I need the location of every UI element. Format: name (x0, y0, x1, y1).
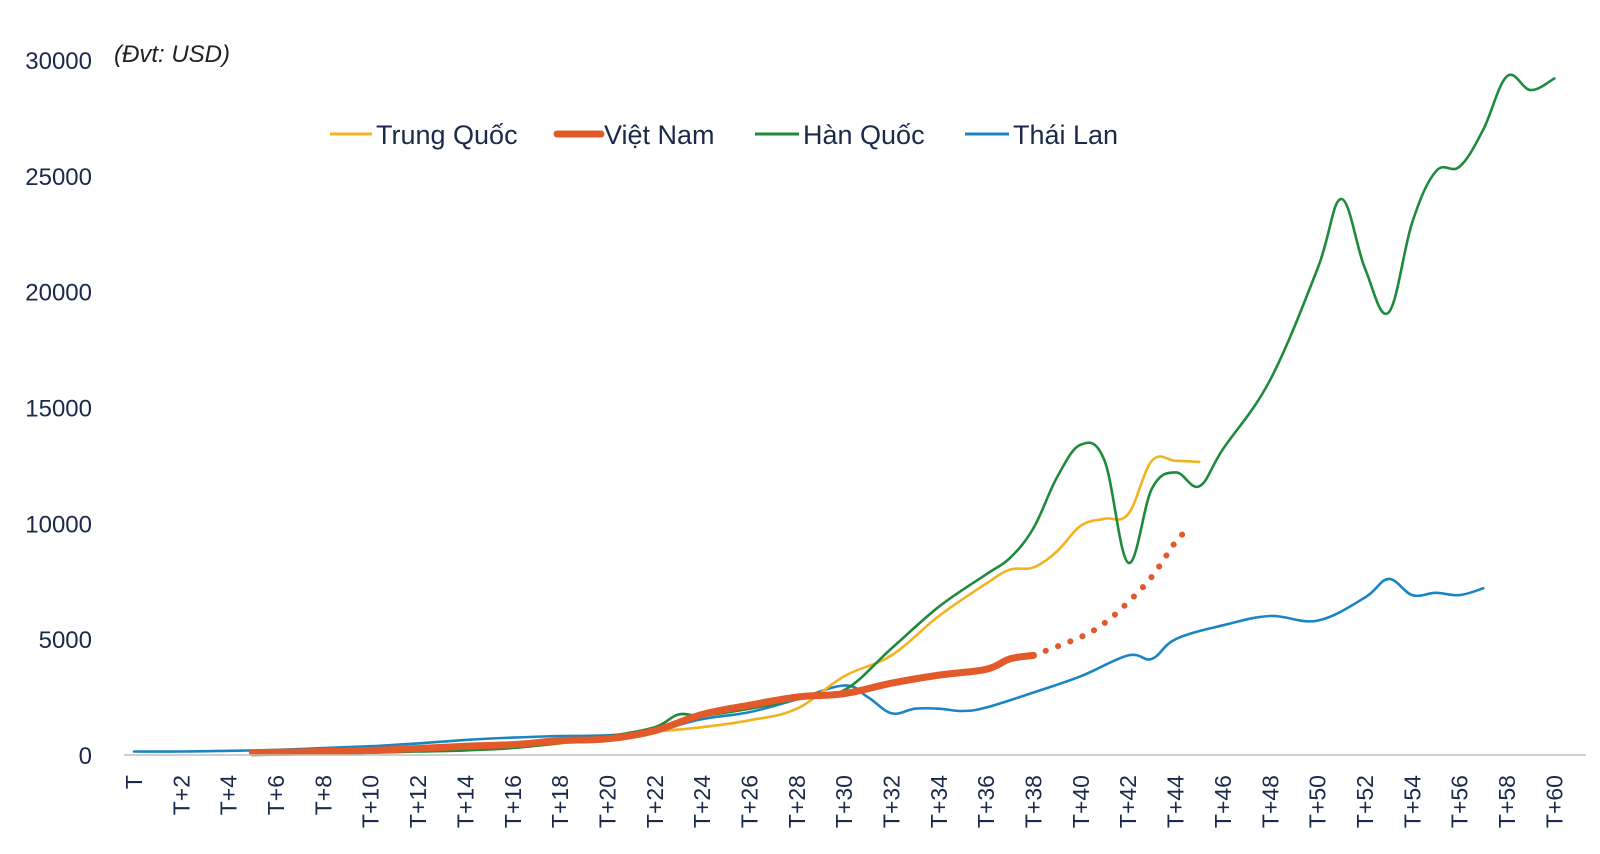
unit-label: (Đvt: USD) (114, 41, 230, 68)
x-tick-label: T+6 (263, 775, 289, 815)
x-tick-label: T+14 (452, 775, 478, 828)
x-tick-label: T+30 (831, 775, 857, 828)
x-tick-label: T+18 (547, 775, 573, 828)
x-tick-label: T+60 (1541, 775, 1567, 828)
x-tick-label: T+46 (1210, 775, 1236, 828)
y-tick-label: 0 (79, 743, 92, 770)
x-tick-label: T+42 (1115, 775, 1141, 828)
legend-item-thai-lan[interactable]: Thái Lan (965, 120, 1118, 150)
y-axis: 0 5000 10000 15000 20000 25000 30000 (25, 48, 92, 770)
x-tick-label: T+2 (168, 775, 194, 815)
x-tick-label: T+16 (500, 775, 526, 828)
x-tick-label: T+32 (879, 775, 905, 828)
x-tick-label: T+44 (1163, 775, 1189, 828)
legend-item-han-quoc[interactable]: Hàn Quốc (755, 120, 925, 150)
x-tick-label: T+50 (1305, 775, 1331, 828)
legend-label-trung-quoc: Trung Quốc (376, 120, 518, 150)
y-tick-label: 15000 (25, 396, 92, 423)
x-tick-label: T+26 (736, 775, 762, 828)
x-tick-label: T+48 (1257, 775, 1283, 828)
y-tick-label: 5000 (39, 627, 92, 654)
x-tick-label: T+22 (642, 775, 668, 828)
x-tick-label: T (121, 775, 147, 789)
x-tick-label: T+20 (594, 775, 620, 828)
x-tick-label: T+38 (1021, 775, 1047, 828)
series-lines (132, 73, 1556, 757)
legend-item-trung-quoc[interactable]: Trung Quốc (330, 120, 518, 150)
x-axis: T T+2 T+4 T+6 T+8 T+10 T+12 T+14 T+16 T+18 T+20 T+2… (121, 775, 1567, 828)
x-tick-label: T+58 (1494, 775, 1520, 828)
series-line-viet-nam-forecast (1030, 527, 1191, 659)
x-tick-label: T+10 (358, 775, 384, 828)
x-tick-label: T+24 (689, 775, 715, 828)
x-tick-label: T+34 (926, 775, 952, 828)
legend-label-han-quoc: Hàn Quốc (803, 120, 925, 150)
y-tick-label: 30000 (25, 48, 92, 75)
legend-label-thai-lan: Thái Lan (1013, 120, 1118, 150)
y-tick-label: 25000 (25, 164, 92, 191)
x-tick-label: T+56 (1447, 775, 1473, 828)
x-tick-label: T+36 (973, 775, 999, 828)
series-line-han-quoc (251, 73, 1556, 757)
x-tick-label: T+8 (310, 775, 336, 815)
x-tick-label: T+54 (1399, 775, 1425, 828)
legend-item-viet-nam[interactable]: Việt Nam (553, 120, 715, 150)
x-tick-label: T+40 (1068, 775, 1094, 828)
series-line-viet-nam (248, 651, 1037, 757)
y-tick-label: 10000 (25, 511, 92, 538)
legend: Trung Quốc Việt Nam Hàn Quốc Thái Lan (330, 120, 1118, 150)
x-tick-label: T+4 (216, 775, 242, 815)
x-tick-label: T+52 (1352, 775, 1378, 828)
x-tick-label: T+28 (784, 775, 810, 828)
legend-label-viet-nam: Việt Nam (604, 120, 715, 150)
series-line-thai-lan (132, 577, 1485, 753)
y-tick-label: 20000 (25, 280, 92, 307)
x-tick-label: T+12 (405, 775, 431, 828)
